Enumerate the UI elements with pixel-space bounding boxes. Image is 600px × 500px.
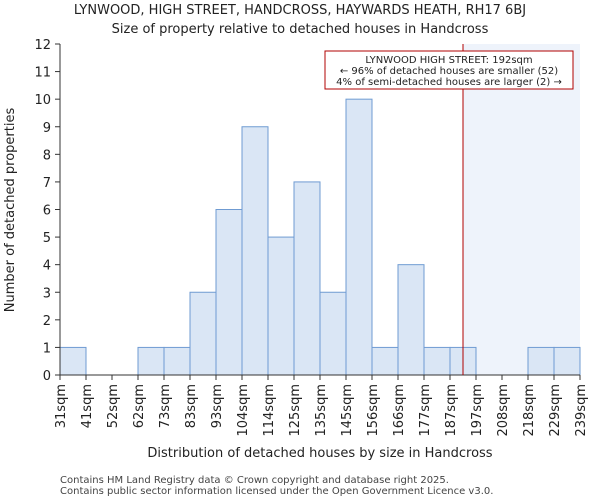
- x-tick-label: 83sqm: [184, 384, 199, 428]
- footer-line1: Contains HM Land Registry data © Crown c…: [60, 475, 449, 486]
- bars: [59, 98, 581, 376]
- x-tick-label: 52sqm: [106, 384, 121, 428]
- axes: [59, 44, 580, 376]
- y-tick-label: 5: [43, 231, 51, 246]
- y-tick-label: 8: [43, 148, 51, 163]
- x-tick-label: 166sqm: [392, 384, 407, 437]
- x-tick-label: 41sqm: [80, 384, 95, 428]
- x-tick-label: 218sqm: [522, 384, 537, 437]
- bar-166sqm: [397, 264, 425, 376]
- annotation-line1: LYNWOOD HIGH STREET: 192sqm: [365, 55, 532, 66]
- annotation-line3: 4% of semi-detached houses are larger (2…: [336, 77, 562, 88]
- bar-62sqm: [137, 346, 165, 376]
- highlight-region: [463, 44, 580, 375]
- y-tick-label: 2: [43, 314, 51, 329]
- x-tick-label: 93sqm: [210, 384, 225, 428]
- x-tick-label: 156sqm: [366, 384, 381, 437]
- x-tick-label: 31sqm: [54, 384, 69, 428]
- bar-177sqm: [423, 346, 451, 376]
- x-axis-label: Distribution of detached houses by size …: [147, 446, 492, 461]
- y-axis-label: Number of detached properties: [3, 108, 18, 313]
- y-tick-label: 9: [43, 121, 51, 136]
- x-tick-label: 62sqm: [132, 384, 147, 428]
- bar-114sqm: [267, 236, 295, 376]
- bar-73sqm: [163, 346, 191, 376]
- bar-104sqm: [241, 126, 269, 376]
- x-tick-label: 73sqm: [158, 384, 173, 428]
- y-tick-label: 6: [43, 204, 51, 219]
- bar-135sqm: [319, 291, 347, 376]
- y-tick-label: 11: [34, 66, 51, 81]
- chart-title-line1: LYNWOOD, HIGH STREET, HANDCROSS, HAYWARD…: [74, 3, 526, 18]
- y-tick-label: 0: [43, 369, 51, 384]
- x-tick-label: 197sqm: [470, 384, 485, 437]
- annotation-line2: ← 96% of detached houses are smaller (52…: [340, 66, 558, 77]
- y-tick-label: 4: [43, 259, 51, 274]
- x-tick-label: 229sqm: [548, 384, 563, 437]
- x-tick-label: 145sqm: [340, 384, 355, 437]
- bar-156sqm: [371, 346, 399, 376]
- bar-218sqm: [527, 346, 555, 376]
- x-tick-label: 104sqm: [236, 384, 251, 437]
- bar-83sqm: [189, 291, 217, 376]
- x-axis-ticks: 31sqm 41sqm 52sqm 62sqm 73sqm 83sqm 93sqm 104sq…: [54, 375, 589, 437]
- bar-31sqm: [59, 346, 87, 376]
- y-tick-label: 12: [34, 38, 51, 53]
- x-tick-label: 177sqm: [418, 384, 433, 437]
- annotation-box: LYNWOOD HIGH STREET: 192sqm ← 96% of det…: [324, 50, 574, 90]
- chart-title-line2: Size of property relative to detached ho…: [112, 22, 489, 37]
- x-tick-label: 208sqm: [496, 384, 511, 437]
- x-tick-label: 239sqm: [574, 384, 589, 437]
- y-tick-label: 7: [43, 176, 51, 191]
- bar-229sqm: [553, 346, 581, 376]
- bar-93sqm: [215, 209, 243, 376]
- bar-145sqm: [345, 98, 373, 376]
- x-tick-label: 114sqm: [262, 384, 277, 437]
- larger-region: [463, 44, 580, 375]
- x-tick-label: 187sqm: [444, 384, 459, 437]
- x-tick-label: 125sqm: [288, 384, 303, 437]
- x-tick-label: 135sqm: [314, 384, 329, 437]
- footer-line2: Contains public sector information licen…: [60, 486, 493, 497]
- y-tick-label: 3: [43, 286, 51, 301]
- y-tick-label: 1: [43, 341, 51, 356]
- bar-125sqm: [293, 181, 321, 376]
- y-tick-label: 10: [34, 93, 51, 108]
